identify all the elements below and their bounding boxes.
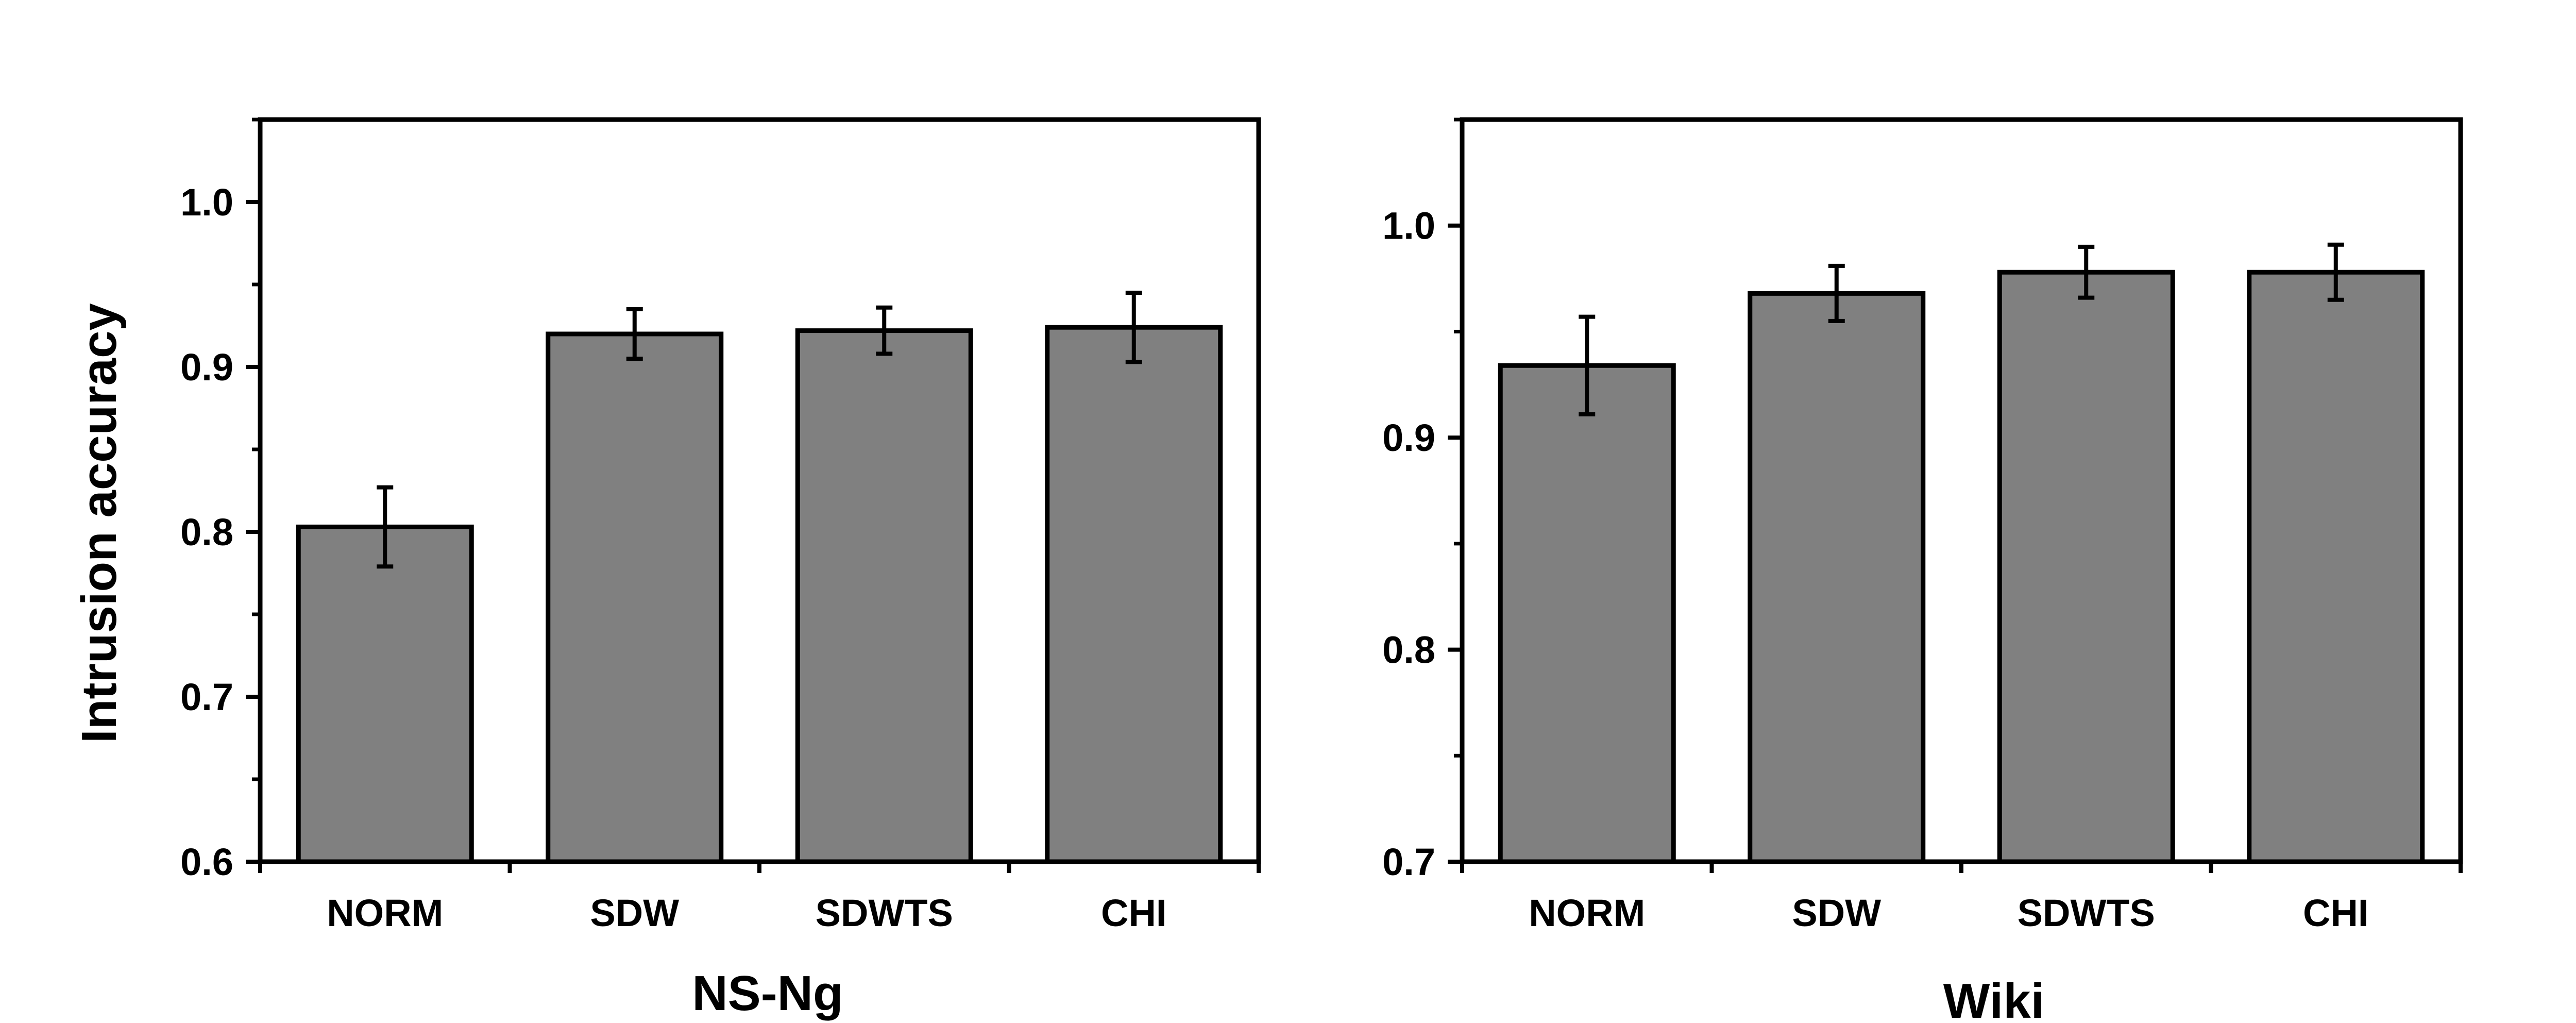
x-tick-label-sdwts: SDWTS bbox=[2018, 892, 2155, 934]
plot-area: NORM SDW SDWTS CHI 0.7 0.8 0.9 1.0 bbox=[1382, 117, 2463, 934]
bar-norm bbox=[296, 524, 474, 864]
chart-panel-wiki: Wiki NORM SDW SDWTS CHI 0.7 0.8 0.9 1.0 bbox=[1382, 117, 2463, 1023]
error-bar-sdwts bbox=[2078, 244, 2095, 300]
x-axis-title: Wiki bbox=[1943, 974, 2045, 1023]
chart-panel-ns-ng: Intrusion accuracy NS-Ng NORM SDW SDWTS CHI… bbox=[72, 117, 1261, 1021]
error-bar-norm bbox=[1579, 314, 1596, 416]
x-tick-label-chi: CHI bbox=[2303, 892, 2368, 934]
bar-sdwts bbox=[795, 328, 973, 864]
error-bar-sdwts bbox=[876, 305, 893, 356]
y-tick-label: 0.6 bbox=[180, 841, 233, 883]
error-bar-norm bbox=[377, 485, 394, 569]
x-tick-label-chi: CHI bbox=[1101, 892, 1166, 934]
y-tick-label: 0.9 bbox=[1382, 416, 1435, 459]
y-tick-label: 0.8 bbox=[180, 511, 233, 554]
bar-chi bbox=[1045, 325, 1223, 864]
y-tick-label: 0.8 bbox=[1382, 629, 1435, 672]
y-tick-label: 1.0 bbox=[1382, 205, 1435, 247]
error-bar-sdw bbox=[1828, 263, 1845, 323]
error-bar-chi bbox=[1125, 291, 1142, 364]
bar-sdwts bbox=[1997, 270, 2175, 864]
x-axis-title: NS-Ng bbox=[692, 966, 843, 1021]
plot-area: NORM SDW SDWTS CHI 0.6 0.7 0.8 0.9 1.0 bbox=[180, 117, 1261, 934]
bar-norm bbox=[1498, 363, 1676, 864]
y-tick-label: 0.9 bbox=[180, 346, 233, 389]
x-tick-label-sdwts: SDWTS bbox=[816, 892, 953, 934]
x-tick-label-sdw: SDW bbox=[590, 892, 679, 934]
bar-chi bbox=[2247, 270, 2425, 864]
error-bar-sdw bbox=[626, 307, 643, 361]
y-axis-title: Intrusion accuracy bbox=[72, 303, 127, 743]
bar-sdw bbox=[1748, 291, 1926, 864]
bar-sdw bbox=[546, 331, 724, 864]
y-tick-label: 1.0 bbox=[180, 181, 233, 224]
y-tick-label: 0.7 bbox=[180, 676, 233, 718]
x-tick-label-sdw: SDW bbox=[1792, 892, 1881, 934]
x-tick-label-norm: NORM bbox=[1529, 892, 1645, 934]
y-tick-label: 0.7 bbox=[1382, 841, 1435, 883]
x-tick-label-norm: NORM bbox=[327, 892, 443, 934]
error-bar-chi bbox=[2327, 242, 2344, 302]
